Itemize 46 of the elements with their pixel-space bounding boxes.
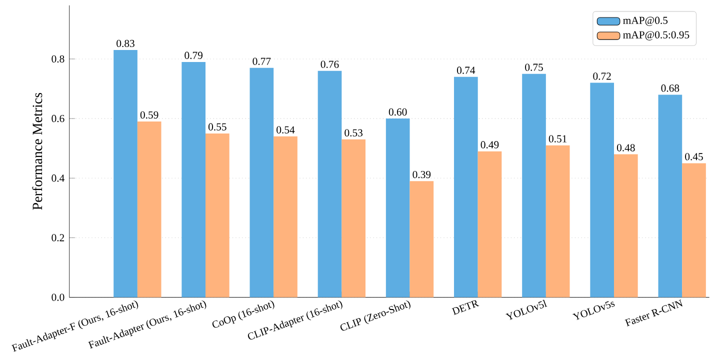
data-label: 0.55 [208,123,226,131]
y-tick-label: 0.6 [52,114,64,122]
bar [658,94,682,298]
x-tick-label: Faster R-CNN [624,300,682,326]
data-label: 0.49 [480,141,499,148]
legend-label: mAP@0.5:0.95 [623,31,690,40]
bar [478,151,502,298]
data-label: 0.59 [140,111,158,119]
data-label: 0.68 [661,84,680,92]
y-axis-title: Performance Metrics [32,92,42,210]
bar [114,50,138,298]
bar [590,82,614,298]
data-label: 0.83 [116,40,134,48]
data-label: 0.54 [276,126,295,134]
legend-label: mAP@0.5 [623,16,668,26]
data-label: 0.51 [548,135,567,142]
bar [250,68,274,298]
bar [522,74,546,298]
data-label: 0.76 [320,60,339,68]
data-label: 0.45 [685,153,703,160]
y-tick-label: 0.2 [52,234,64,242]
x-tick-label: DETR [452,300,480,315]
bar [182,62,206,298]
data-label: 0.53 [344,129,362,136]
data-label: 0.74 [456,66,476,74]
bar [206,133,230,298]
data-label: 0.77 [252,58,271,65]
bar [682,163,706,298]
bar [410,181,434,298]
data-label: 0.60 [388,108,407,116]
data-label: 0.79 [184,52,202,60]
bar [318,70,342,298]
data-label: 0.39 [412,170,431,178]
bar [274,136,298,298]
bar [614,154,638,298]
bar [454,76,478,298]
bar [546,145,570,298]
bar [342,139,366,298]
y-tick-label: 0.8 [52,55,64,63]
data-label: 0.75 [525,64,543,71]
bar [386,118,410,298]
y-tick-label: 0.0 [52,294,64,301]
data-label: 0.48 [616,144,635,152]
bar [137,122,162,298]
y-tick-label: 0.4 [52,174,64,182]
data-label: 0.72 [593,72,611,80]
